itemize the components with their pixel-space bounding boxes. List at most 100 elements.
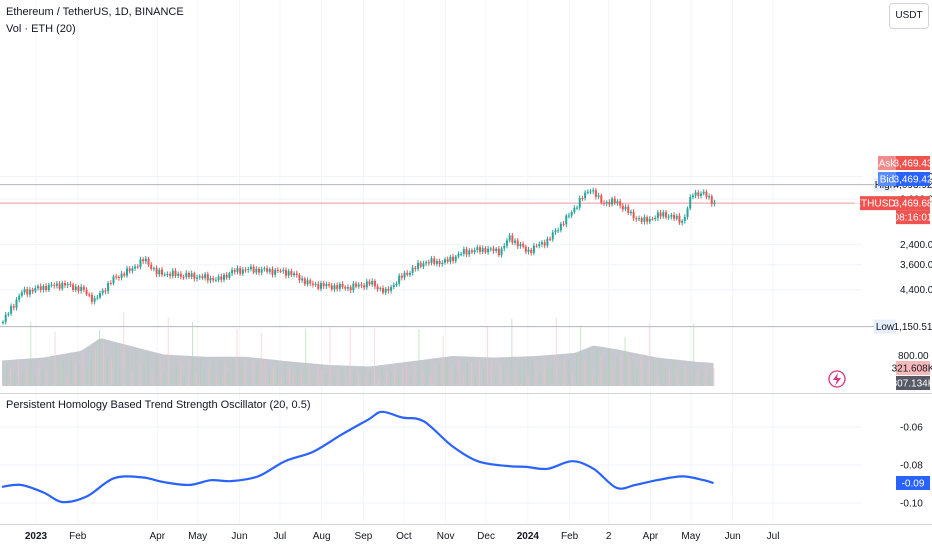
candle-body <box>619 201 622 206</box>
time-label: Feb <box>69 531 87 542</box>
candle-body <box>487 248 490 253</box>
volume-indicator-title[interactable]: Vol · ETH (20) <box>6 23 76 35</box>
volume-bar <box>248 376 250 386</box>
volume-bar <box>183 374 185 386</box>
candle-body <box>503 245 506 249</box>
candle-body <box>317 283 320 289</box>
candle-body <box>255 268 258 273</box>
candle-body <box>395 283 398 285</box>
volume-bar <box>588 351 590 386</box>
candle-body <box>662 212 665 217</box>
volume-bar <box>438 362 440 386</box>
candle-body <box>77 286 80 291</box>
time-label: Feb <box>561 531 579 542</box>
candle-body <box>492 248 495 251</box>
currency-button[interactable]: USDT <box>889 3 929 29</box>
pane-separator[interactable] <box>0 393 932 394</box>
volume-bar <box>365 376 367 386</box>
candle-body <box>214 279 217 281</box>
candle-body <box>686 208 689 217</box>
candle-body <box>150 264 153 269</box>
volume-bar <box>511 319 513 386</box>
candle-body <box>290 271 293 276</box>
candle-body <box>608 202 611 205</box>
candle-body <box>268 269 271 272</box>
candle-body <box>522 244 525 247</box>
candle-body <box>303 278 306 285</box>
volume-bar <box>244 359 246 386</box>
oscillator-line <box>1 410 714 504</box>
volume-bar <box>175 365 177 386</box>
candle-body <box>69 283 72 285</box>
candle-body <box>314 283 317 285</box>
candle-body <box>228 273 231 278</box>
volume-bar <box>280 378 282 386</box>
volume-bar <box>167 317 169 386</box>
candle-body <box>139 259 142 268</box>
volume-bar <box>454 367 456 386</box>
volume-bar <box>660 360 662 386</box>
volume-bar <box>204 368 206 386</box>
low-tag-value: 1,150.51 <box>894 319 932 334</box>
candle-body <box>621 205 624 210</box>
osc-last-tag: -0.09 <box>896 476 930 490</box>
candle-body <box>581 198 584 200</box>
candle-body <box>613 198 616 204</box>
candle-body <box>23 289 26 293</box>
volume-bar <box>685 364 687 386</box>
candle-body <box>673 214 676 219</box>
volume-bar <box>608 350 610 386</box>
volume-bar <box>345 380 347 386</box>
svg-text:307.134K: 307.134K <box>892 379 932 390</box>
candle-body <box>355 283 358 287</box>
candle-body <box>691 195 694 198</box>
candle-body <box>689 197 692 209</box>
volume-bar <box>317 366 319 386</box>
candle-body <box>201 276 204 279</box>
lightning-icon[interactable] <box>828 370 846 388</box>
volume-bar <box>580 326 582 386</box>
candle-body <box>82 286 85 290</box>
candle-body <box>562 223 565 225</box>
volume-bar <box>349 327 351 386</box>
candle-body <box>708 196 711 198</box>
volume-bar <box>373 328 375 386</box>
candle-body <box>710 196 713 205</box>
time-label: Jul <box>273 531 286 542</box>
candle-body <box>274 269 277 275</box>
price-scale[interactable]: 4,400.003,600.002,400.002,000.001,600.00… <box>828 156 932 510</box>
candle-body <box>470 250 473 253</box>
time-label: Jun <box>725 531 741 542</box>
svg-text:ETHUSDT: ETHUSDT <box>854 199 901 210</box>
candle-body <box>449 256 452 262</box>
volume-bar <box>313 379 315 386</box>
candle-body <box>462 249 465 254</box>
oscillator-title[interactable]: Persistent Homology Based Trend Strength… <box>6 399 311 411</box>
volume-bar <box>135 350 137 386</box>
volume-bar <box>697 369 699 386</box>
candle-body <box>217 276 220 280</box>
candle-body <box>352 283 355 291</box>
volume-bar <box>90 353 92 386</box>
volume-bar <box>636 368 638 386</box>
candle-body <box>632 211 635 219</box>
time-label: 2 <box>606 531 612 542</box>
candle-body <box>155 268 158 275</box>
volume-bar <box>713 367 715 386</box>
candle-body <box>667 216 670 218</box>
volume-bar <box>539 372 541 386</box>
volume-bar <box>507 373 509 386</box>
candle-body <box>705 191 708 197</box>
volume-bar <box>139 361 141 386</box>
time-axis[interactable]: 2023 Feb Apr May Jun Jul Aug Sep Oct Nov Dec 2024 Fe… <box>25 531 780 542</box>
volume-bar <box>38 360 40 386</box>
volume-bar <box>430 374 432 386</box>
volume-bar <box>115 345 117 386</box>
candle-body <box>58 283 61 289</box>
candle-body <box>638 218 641 220</box>
candle-body <box>185 272 188 277</box>
volume-bar <box>592 374 594 386</box>
symbol-title[interactable]: Ethereum / TetherUS, 1D, BINANCE <box>6 6 184 18</box>
countdown-tag: 08:16:01 <box>894 210 932 225</box>
